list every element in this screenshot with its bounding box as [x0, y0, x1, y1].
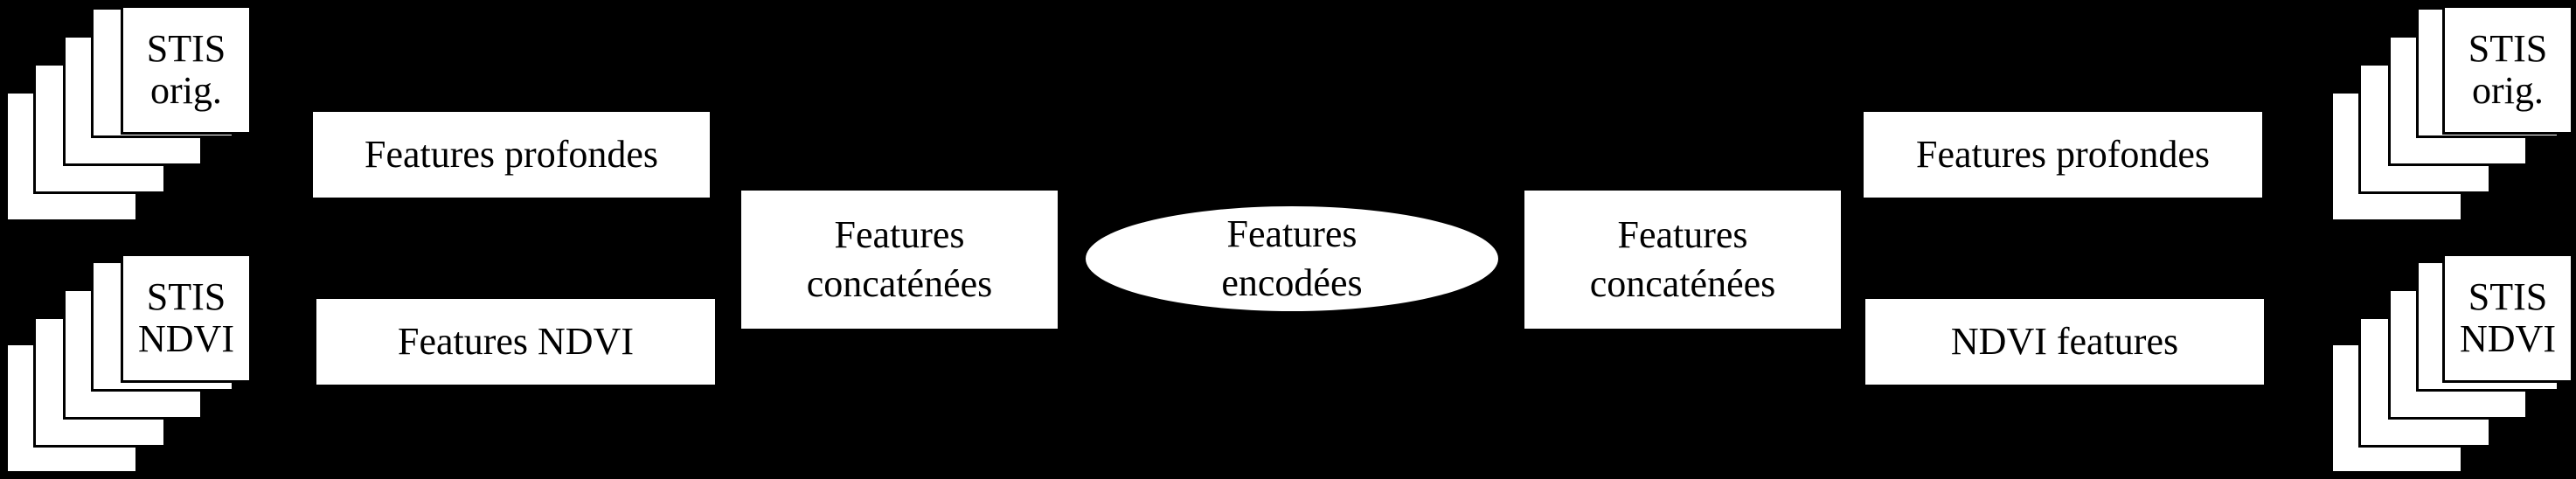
ndvi-features-label: Features NDVI [397, 320, 635, 363]
encoded-features-label: Features encodées [1221, 212, 1363, 304]
concatenated-features-label: Features concaténées [806, 213, 993, 305]
concatenated-features-box-left: Features concaténées [741, 191, 1058, 329]
concatenated-features-label: Features concaténées [1589, 213, 1776, 305]
stack-front-card: STIS NDVI [2442, 253, 2573, 383]
output-stack-stis-ndvi-right: STIS NDVI [2325, 253, 2576, 479]
input-stack-stis-orig-left: STIS orig. [0, 0, 262, 227]
input-stack-stis-ndvi-left: STIS NDVI [0, 253, 262, 479]
output-stack-stis-orig-right: STIS orig. [2325, 0, 2576, 227]
deep-features-box-left: Features profondes [313, 112, 710, 198]
stack-label: STIS NDVI [138, 275, 234, 360]
encoded-features-ellipse: Features encodées [1082, 203, 1502, 315]
stack-front-card: STIS NDVI [121, 253, 252, 383]
concatenated-features-box-right: Features concaténées [1524, 191, 1841, 329]
ndvi-features-box-left: Features NDVI [316, 299, 715, 385]
stack-label: STIS NDVI [2460, 275, 2556, 360]
stack-front-card: STIS orig. [2442, 5, 2573, 135]
deep-features-label: Features profondes [364, 133, 658, 176]
stack-label: STIS orig. [2468, 27, 2548, 112]
stack-label: STIS orig. [146, 27, 226, 112]
deep-features-label: Features profondes [1915, 133, 2210, 176]
stack-front-card: STIS orig. [121, 5, 252, 135]
deep-features-box-right: Features profondes [1864, 112, 2262, 198]
ndvi-features-box-right: NDVI features [1865, 299, 2264, 385]
ndvi-features-label: NDVI features [1950, 320, 2179, 363]
